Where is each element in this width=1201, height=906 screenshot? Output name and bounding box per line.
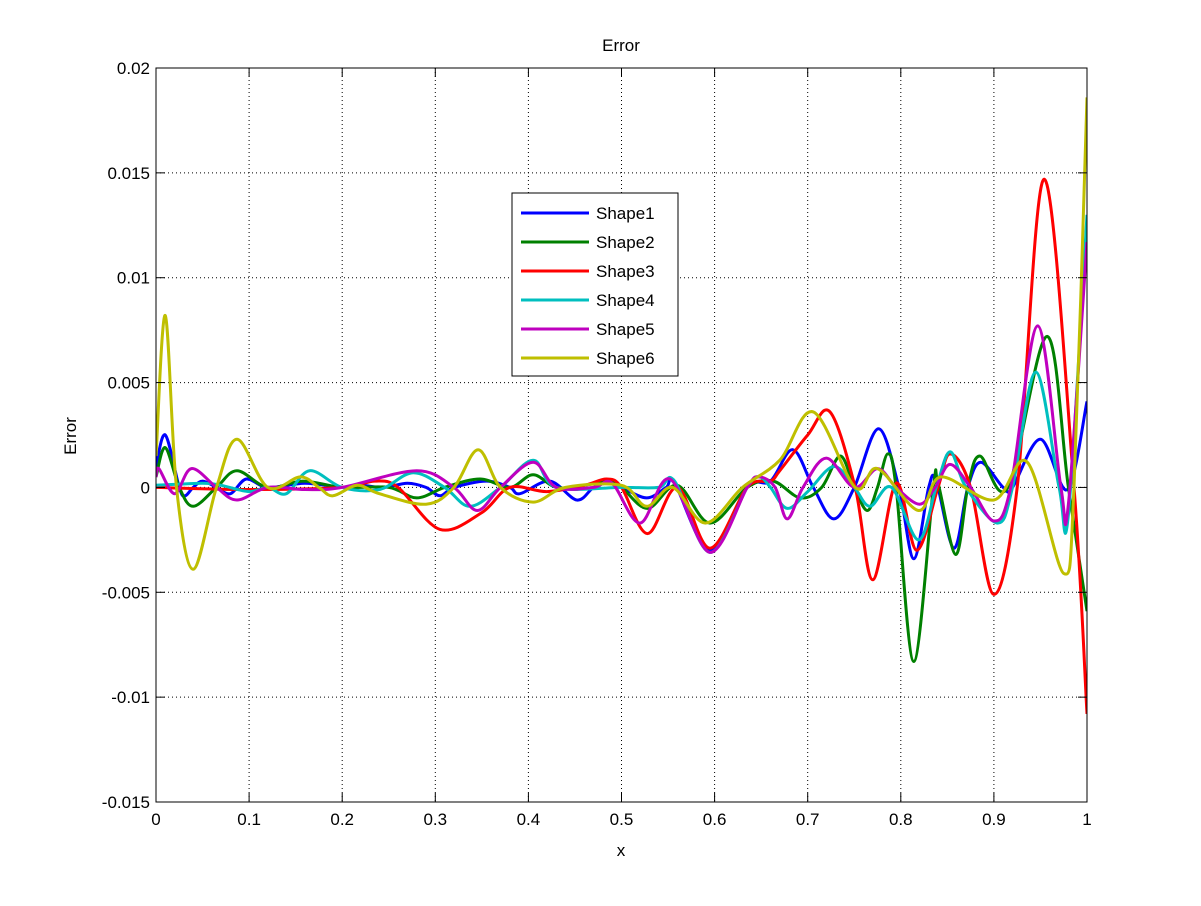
y-axis-label: Error [61,417,80,455]
y-tick-label: -0.01 [111,688,150,707]
x-tick-label: 0.8 [889,810,913,829]
y-tick-label: 0.01 [117,269,150,288]
series-line-shape3 [156,177,1087,714]
ticks: 0 0.1 0.2 0.3 0.4 0.5 0.6 0.7 0.8 0.9 1 -0.015 -0.01… [102,59,1092,829]
y-tick-label: 0.005 [107,374,150,393]
series-lines [156,97,1087,714]
x-tick-label: 0.1 [237,810,261,829]
legend-label: Shape1 [596,204,655,223]
y-tick-label: 0 [141,478,150,497]
legend-label: Shape6 [596,349,655,368]
legend-box [511,192,679,377]
legend-label: Shape3 [596,262,655,281]
x-tick-label: 0.6 [703,810,727,829]
legend: Shape1 Shape2 Shape3 Shape4 Shape5 Shape6 [511,192,679,377]
legend-label: Shape5 [596,320,655,339]
series-line-shape6 [156,97,1087,576]
x-axis-label: x [617,841,626,860]
y-tick-label: 0.02 [117,59,150,78]
legend-label: Shape4 [596,291,655,310]
x-tick-label: 0.3 [423,810,447,829]
x-tick-label: 1 [1082,810,1091,829]
y-tick-label: -0.015 [102,793,150,812]
x-tick-label: 0.7 [796,810,820,829]
y-tick-label: -0.005 [102,583,150,602]
legend-label: Shape2 [596,233,655,252]
y-tick-label: 0.015 [107,164,150,183]
x-tick-label: 0.9 [982,810,1006,829]
x-tick-label: 0.2 [330,810,354,829]
x-tick-label: 0.5 [610,810,634,829]
series-line-shape5 [156,241,1087,554]
x-tick-label: 0 [151,810,160,829]
x-tick-label: 0.4 [517,810,541,829]
chart-title: Error [602,36,640,55]
